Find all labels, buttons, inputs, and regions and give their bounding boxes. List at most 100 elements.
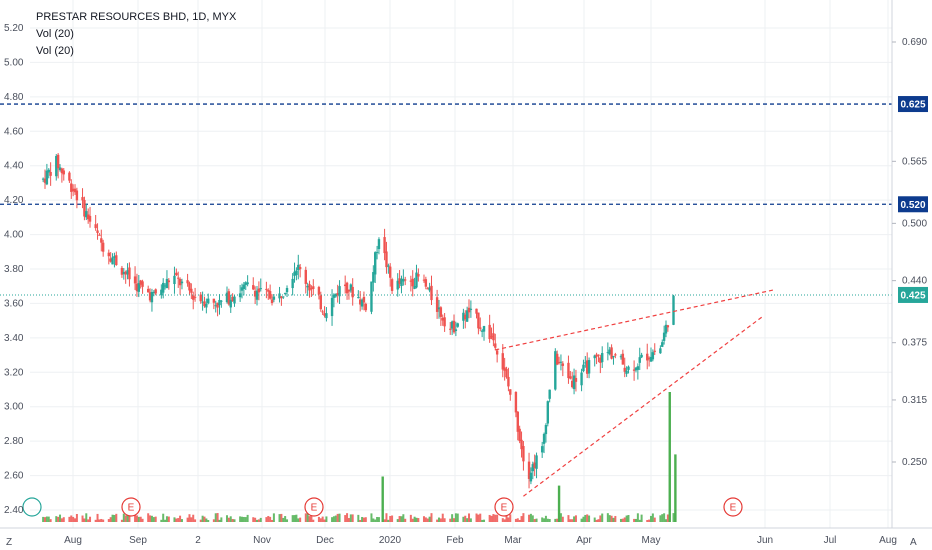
candle-body	[253, 290, 257, 297]
volume-bar	[428, 516, 431, 522]
volume-legend-1[interactable]: Vol (20)	[36, 28, 74, 40]
trend-line[interactable]	[523, 316, 763, 497]
earnings-marker[interactable]	[494, 497, 514, 517]
earnings-marker[interactable]	[723, 497, 743, 517]
volume-bar	[402, 514, 405, 522]
volume-bar	[259, 517, 262, 522]
candle-body	[422, 279, 426, 281]
candle-body	[100, 238, 103, 243]
candle-body	[283, 292, 287, 294]
earnings-marker[interactable]	[304, 497, 324, 517]
volume-bar	[152, 517, 155, 522]
candle-body	[409, 280, 413, 282]
volume-bar	[529, 513, 532, 522]
candle-body	[415, 272, 418, 288]
candle-body	[216, 302, 219, 308]
left-tick-label: 5.00	[4, 57, 24, 68]
left-tick-label: 5.20	[4, 23, 24, 34]
candle-body	[435, 297, 439, 312]
candle-body	[146, 288, 150, 293]
candle-body	[377, 239, 381, 250]
volume-bar	[317, 516, 320, 522]
volume-bar	[165, 516, 168, 522]
volume-bar	[531, 515, 534, 522]
volume-bar	[372, 518, 375, 522]
volume-bar	[541, 517, 544, 522]
candle-body	[570, 380, 574, 388]
time-axis-ticks: Aug Sep 2 Nov Dec 2020 Feb Mar Apr May Jun Jul Aug	[64, 535, 897, 546]
candle-body	[173, 275, 176, 285]
volume-bar	[494, 514, 497, 522]
volume-bar	[559, 513, 562, 522]
candle-body	[370, 281, 373, 312]
volume-bar	[441, 513, 444, 522]
dividend-marker[interactable]	[22, 497, 42, 517]
left-tick-label: 3.60	[4, 298, 24, 309]
volume-bar	[107, 519, 110, 522]
volume-bar	[653, 517, 656, 522]
candle-body	[426, 288, 429, 290]
volume-bar	[546, 518, 549, 522]
volume-bar	[214, 513, 217, 522]
volume-bar	[606, 513, 609, 522]
candle-body	[214, 305, 217, 307]
volume-bar	[115, 513, 118, 522]
right-tick-label: 0.500	[902, 218, 927, 229]
candle-body	[81, 197, 84, 201]
volume-legend-2[interactable]: Vol (20)	[36, 45, 74, 57]
candle-body	[55, 155, 58, 177]
candle-body	[398, 278, 401, 284]
volume-bar	[400, 516, 403, 522]
volume-bar	[571, 519, 574, 522]
candle-body	[137, 283, 141, 292]
volume-bar	[543, 518, 546, 522]
time-tick-label: Mar	[504, 535, 522, 546]
horizontal-levels	[0, 103, 892, 296]
volume-bar	[665, 519, 667, 522]
volume-bar	[501, 518, 504, 522]
volume-bar	[201, 515, 204, 522]
candle-body	[535, 455, 538, 469]
time-tick-label: Feb	[446, 535, 464, 546]
volume-bar	[347, 518, 350, 522]
candle-body	[115, 255, 118, 266]
volume-bar	[120, 519, 123, 522]
auto-scale-button[interactable]: A	[910, 537, 917, 548]
candle-body	[542, 433, 546, 444]
zoom-reset-button[interactable]: Z	[6, 537, 12, 548]
candle-body	[85, 211, 88, 218]
candle-body	[319, 295, 322, 310]
trend-line[interactable]	[495, 289, 775, 351]
candle-body	[218, 299, 221, 306]
volume-bar	[651, 513, 654, 522]
trend-lines[interactable]	[495, 289, 775, 497]
candle-body	[101, 242, 105, 252]
volume-bar	[640, 514, 643, 522]
candle-body	[503, 367, 506, 371]
volume-bar	[362, 517, 365, 522]
volume-bar	[398, 516, 401, 522]
candle-body	[385, 251, 388, 268]
candle-body	[293, 271, 296, 276]
candle-body	[664, 324, 668, 334]
candle-body	[555, 353, 559, 365]
earnings-marker[interactable]	[121, 497, 141, 517]
candle-body	[220, 300, 223, 302]
candle-body	[113, 256, 116, 258]
candle-body	[364, 303, 368, 311]
candle-body	[128, 267, 131, 280]
volume-bar	[411, 518, 414, 522]
candle-body	[297, 264, 300, 271]
candle-body	[634, 367, 638, 371]
candle-body	[452, 320, 456, 333]
volume-bar	[612, 517, 615, 522]
candle-body	[651, 352, 655, 360]
time-tick-label: Apr	[576, 535, 592, 546]
candle-body	[533, 462, 536, 469]
volume-bar	[443, 518, 446, 522]
candle-body	[212, 298, 216, 303]
volume-bar	[409, 514, 412, 522]
candle-body	[246, 282, 249, 285]
